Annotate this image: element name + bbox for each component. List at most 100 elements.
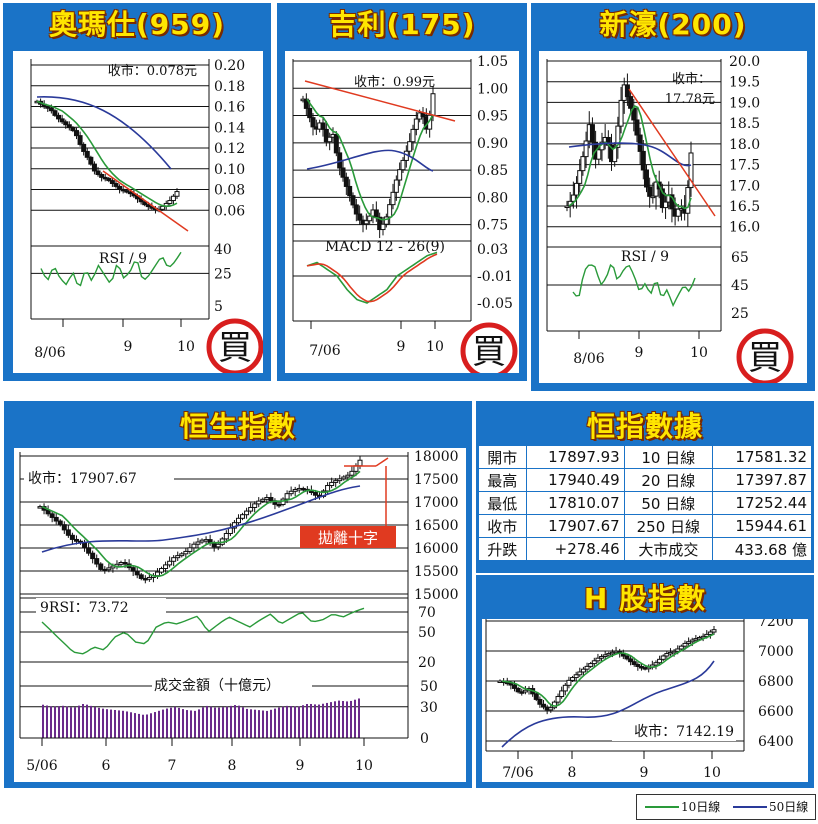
price-candle <box>512 684 518 689</box>
price-tick-label: 6400 <box>758 734 794 750</box>
close-label: 收市：0.078元 <box>108 63 197 79</box>
table-cell: 250 日線 <box>623 514 713 538</box>
turnover-bar <box>146 714 148 738</box>
price-candle <box>615 125 621 148</box>
price-candle <box>653 662 659 666</box>
close-label-2: 17.78元 <box>665 92 715 107</box>
rsi-tick-label: 20 <box>418 655 436 671</box>
turnover-bar <box>258 710 260 738</box>
turnover-bar <box>186 710 188 738</box>
price-candle <box>127 191 133 195</box>
price-tick-label: 0.14 <box>214 120 245 136</box>
rsi-tick-label: 40 <box>214 242 232 258</box>
price-tick-label: 0.06 <box>214 203 245 219</box>
stock-chart-1: 0.20 0.18 0.16 0.14 0.12 0.10 0.08 0.06 收市：0.078… <box>30 58 264 376</box>
ma10-line <box>36 100 178 208</box>
turnover-bar <box>98 707 100 738</box>
table-row: 收市 17907.67 250 日線 15944.61 <box>478 514 813 538</box>
turnover-bar <box>110 709 112 738</box>
price-candle <box>211 542 217 548</box>
ma10-line <box>41 470 361 578</box>
x-tick-label: 8 <box>568 765 577 781</box>
price-candle <box>56 114 62 120</box>
turnover-bar <box>302 705 304 738</box>
x-tick-label: 10 <box>355 758 373 774</box>
turnover-bar <box>342 701 344 738</box>
price-candle <box>357 459 363 467</box>
price-candle <box>660 655 666 660</box>
price-candle <box>199 539 205 543</box>
turnover-bar <box>322 703 324 738</box>
price-candle <box>580 156 586 172</box>
close-label-1: 收市： <box>672 71 711 87</box>
price-candle <box>37 506 43 509</box>
price-candle <box>589 124 595 143</box>
table-cell: +278.46 <box>525 537 625 561</box>
turnover-bar <box>214 707 216 738</box>
price-candle <box>533 693 539 700</box>
price-candle <box>49 513 55 518</box>
table-cell: 433.68 億 <box>711 537 813 561</box>
turnover-bar <box>198 709 200 738</box>
turnover-bar <box>222 707 224 738</box>
hshare-chart: 7200 7000 6800 6600 6400 收市：7142.19 7/06 8 9 10 <box>485 614 794 781</box>
trend-line <box>304 80 456 122</box>
price-candle <box>333 133 339 154</box>
price-candle <box>647 186 653 197</box>
turnover-tick-label: 0 <box>420 731 429 747</box>
rsi-label: 9RSI：73.72 <box>40 600 129 616</box>
price-candle <box>573 674 579 679</box>
hshare-panel: H 股指數 7200 7000 6800 6600 6400 收市：7142.19 7/06… <box>476 575 814 788</box>
stock-plot-3: 20.0 19.5 19.0 18.5 18.0 17.5 17.0 16.5 16.0 收市： 1… <box>539 51 807 386</box>
turnover-bar <box>82 703 84 738</box>
table-cell: 最高 <box>478 468 527 492</box>
annotation-label: 拋離十字 <box>318 529 378 547</box>
stock-title-1: 奧瑪仕(959) <box>48 8 226 41</box>
table-cell: 收市 <box>478 514 527 538</box>
turnover-bar <box>46 705 48 738</box>
turnover-bar <box>134 713 136 738</box>
turnover-bar <box>78 705 80 738</box>
price-candle <box>634 119 640 136</box>
turnover-bar <box>354 699 356 738</box>
price-candle <box>675 648 681 652</box>
price-tick-label: 17.5 <box>729 158 760 174</box>
x-tick-label: 9 <box>124 339 133 355</box>
turnover-bar <box>58 706 60 738</box>
turnover-bar <box>182 709 184 738</box>
turnover-bar <box>358 698 360 738</box>
turnover-bar <box>166 708 168 738</box>
x-tick-label: 7/06 <box>502 765 534 781</box>
price-candle <box>588 663 594 667</box>
table-cell: 17581.32 <box>711 445 813 469</box>
hshare-title: H 股指數 <box>583 582 707 615</box>
price-candle <box>410 128 416 143</box>
table-row: 最低 17810.07 50 日線 17252.44 <box>478 491 813 515</box>
legend-ma10-label: 10日線 <box>681 799 720 814</box>
close-label: 收市：7142.19 <box>634 723 734 740</box>
stock-chart-2: 1.05 1.00 0.95 0.90 0.85 0.80 0.75 收市：0.99元 0.03… <box>292 54 518 380</box>
price-candle <box>584 665 590 670</box>
close-label: 收市：17907.67 <box>28 470 137 487</box>
price-candle <box>312 492 318 496</box>
close-label-bg <box>612 721 736 741</box>
x-tick-label: 9 <box>635 345 644 361</box>
price-tick-label: 15000 <box>414 587 459 603</box>
price-candle <box>288 490 294 495</box>
price-candle <box>171 557 177 562</box>
price-candle <box>187 547 193 552</box>
turnover-tick-label: 50 <box>420 679 438 695</box>
turnover-bar <box>262 710 264 738</box>
turnover-bar <box>114 709 116 738</box>
price-candle <box>333 480 339 483</box>
price-candle <box>77 135 83 145</box>
price-tick-label: 1.00 <box>477 81 508 97</box>
price-candle <box>45 509 51 515</box>
price-candle <box>300 487 306 491</box>
x-tick-label: 10 <box>690 345 708 361</box>
turnover-bar <box>66 706 68 738</box>
price-candle <box>349 470 355 476</box>
price-candle <box>307 107 313 119</box>
price-candle <box>73 538 79 542</box>
price-candle <box>90 552 96 560</box>
